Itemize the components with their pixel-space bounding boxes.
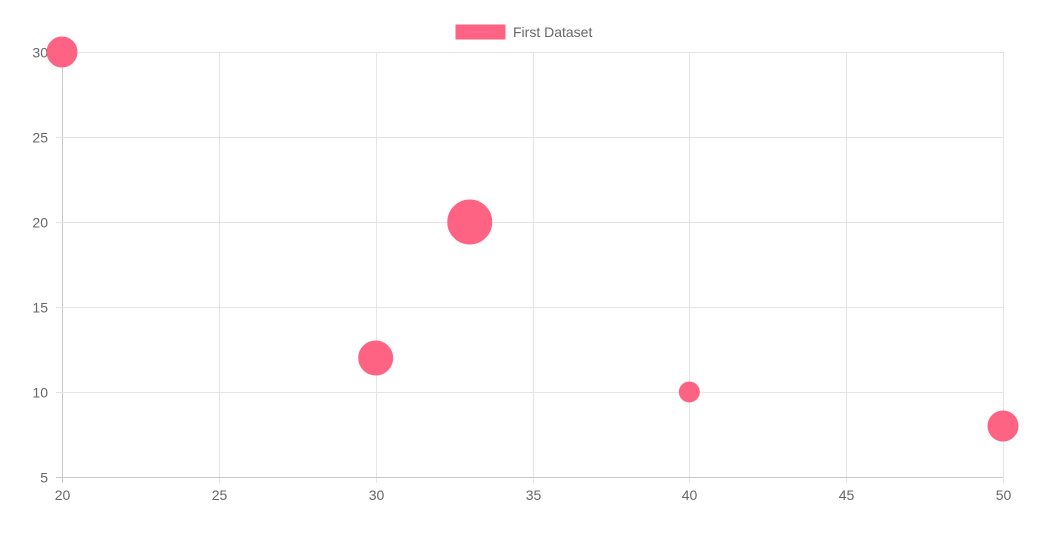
y-tick-label: 10 [32, 385, 48, 401]
axes: 20 25 30 35 40 45 50 5 10 15 20 25 30 [32, 45, 1011, 504]
x-tick-label: 35 [526, 487, 542, 503]
y-tick-label: 30 [32, 45, 48, 61]
grid [56, 52, 1004, 483]
x-tick-label: 50 [996, 487, 1012, 503]
x-tick-label: 20 [55, 487, 71, 503]
y-tick-label: 25 [32, 130, 48, 146]
data-bubble[interactable] [447, 199, 493, 245]
data-bubble[interactable] [987, 410, 1019, 442]
legend-label[interactable]: First Dataset [513, 24, 592, 40]
data-bubble[interactable] [358, 340, 394, 376]
x-tick-label: 25 [212, 487, 228, 503]
y-tick-label: 5 [40, 470, 48, 486]
legend[interactable]: First Dataset [455, 24, 592, 40]
data-points [46, 36, 1019, 442]
legend-swatch[interactable] [455, 24, 506, 40]
y-tick-label: 20 [32, 215, 48, 231]
x-tick-label: 40 [682, 487, 698, 503]
x-tick-label: 30 [369, 487, 385, 503]
y-tick-label: 15 [32, 300, 48, 316]
data-bubble[interactable] [46, 36, 78, 68]
x-tick-label: 45 [839, 487, 855, 503]
data-bubble[interactable] [678, 381, 700, 403]
